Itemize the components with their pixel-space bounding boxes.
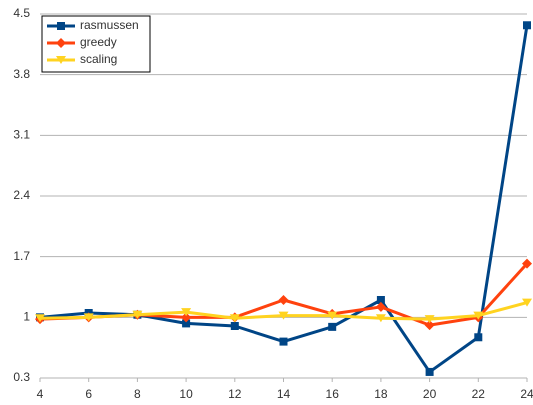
marker bbox=[424, 320, 435, 331]
x-tick-label: 8 bbox=[134, 387, 141, 401]
y-tick-label: 4.5 bbox=[13, 6, 30, 20]
marker bbox=[375, 314, 386, 323]
x-tick-label: 4 bbox=[37, 387, 44, 401]
legend-label: scaling bbox=[80, 52, 117, 66]
legend: rasmussen greedy scaling bbox=[41, 15, 151, 73]
marker bbox=[474, 333, 483, 342]
x-tick-label: 20 bbox=[423, 387, 437, 401]
marker bbox=[424, 315, 435, 324]
x-tick-label: 14 bbox=[277, 387, 291, 401]
x-tick-label: 16 bbox=[326, 387, 340, 401]
marker bbox=[132, 310, 143, 319]
y-tick-label: 1.7 bbox=[13, 249, 30, 263]
x-tick-label: 10 bbox=[179, 387, 193, 401]
marker bbox=[182, 319, 191, 328]
marker bbox=[522, 258, 532, 269]
marker bbox=[56, 38, 66, 48]
x-tick-label: 18 bbox=[374, 387, 388, 401]
marker bbox=[278, 295, 289, 305]
marker bbox=[279, 337, 288, 346]
y-tick-label: 1 bbox=[23, 310, 30, 324]
marker bbox=[523, 21, 531, 30]
marker bbox=[327, 311, 338, 320]
x-tick-label: 22 bbox=[472, 387, 486, 401]
marker bbox=[328, 322, 337, 331]
marker bbox=[229, 314, 240, 323]
y-tick-label: 0.3 bbox=[13, 370, 30, 384]
legend-label: rasmussen bbox=[80, 18, 139, 32]
marker bbox=[473, 311, 484, 320]
marker bbox=[57, 22, 65, 30]
marker bbox=[181, 312, 192, 323]
marker bbox=[230, 322, 239, 330]
marker bbox=[278, 311, 289, 320]
marker bbox=[56, 56, 66, 64]
x-tick-label: 6 bbox=[85, 387, 92, 401]
marker bbox=[376, 296, 385, 304]
y-tick-label: 2.4 bbox=[13, 188, 30, 202]
y-tick-label: 3.8 bbox=[13, 67, 30, 81]
x-tick-label: 12 bbox=[228, 387, 242, 401]
x-tick-label: 24 bbox=[520, 387, 533, 401]
marker bbox=[425, 367, 434, 376]
legend-label: greedy bbox=[80, 35, 117, 49]
marker bbox=[83, 313, 94, 322]
marker bbox=[375, 301, 386, 312]
y-tick-label: 3.1 bbox=[13, 128, 30, 142]
marker bbox=[35, 314, 45, 323]
marker bbox=[181, 308, 192, 317]
marker bbox=[522, 298, 532, 307]
